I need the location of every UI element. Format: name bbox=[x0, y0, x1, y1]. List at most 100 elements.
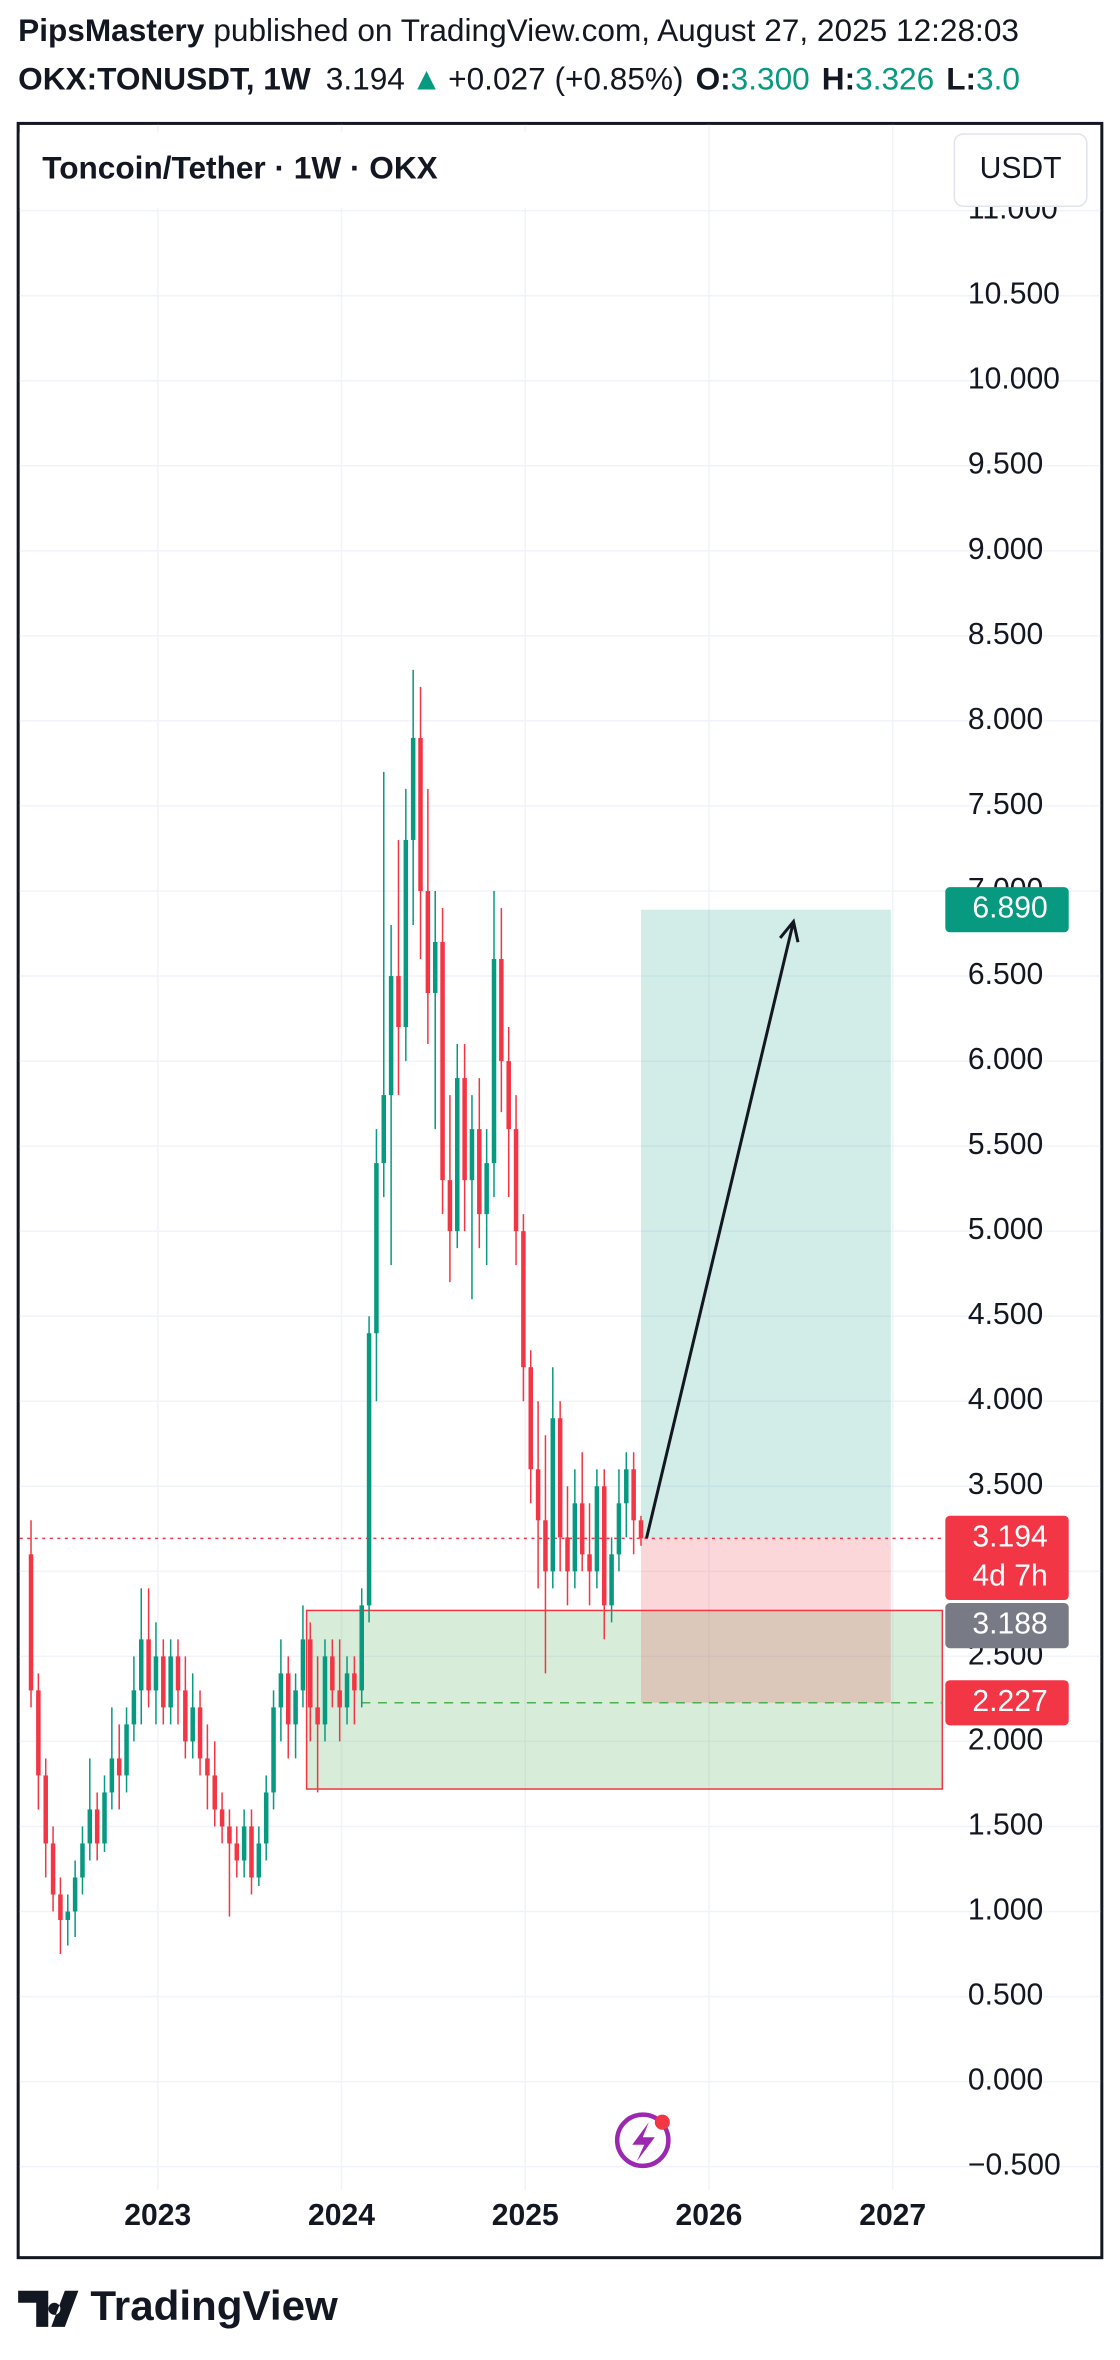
candle-body bbox=[381, 1095, 387, 1164]
candle-body bbox=[344, 1673, 350, 1708]
candle-body bbox=[455, 1078, 460, 1232]
price-label-box bbox=[945, 1603, 1069, 1649]
y-tick-label: 5.500 bbox=[968, 1128, 1043, 1161]
y-tick-label: 1.000 bbox=[968, 1893, 1043, 1926]
candle-body bbox=[638, 1520, 644, 1539]
candle-body bbox=[631, 1469, 636, 1521]
candle-body bbox=[535, 1469, 541, 1521]
icon-bolt bbox=[632, 2122, 655, 2162]
x-tick-label: 2025 bbox=[492, 2199, 559, 2232]
symbol: OKX:TONUSDT, 1W bbox=[18, 61, 311, 97]
candle-body bbox=[572, 1503, 578, 1572]
candle-body bbox=[94, 1809, 100, 1844]
candle-body bbox=[256, 1843, 262, 1878]
candle-body bbox=[366, 1333, 372, 1606]
candle-body bbox=[102, 1792, 107, 1844]
candle-body bbox=[550, 1418, 556, 1572]
price-labels: 6.890 3.194 4d 7h 3.188 2.227 bbox=[945, 887, 1069, 1726]
candle-body bbox=[352, 1673, 357, 1691]
candle-body bbox=[565, 1537, 570, 1572]
y-tick-label: 10.000 bbox=[968, 363, 1060, 396]
published: published on TradingView.com, August 27,… bbox=[213, 12, 1019, 48]
candle-body bbox=[58, 1894, 63, 1920]
up-arrow: ▲ bbox=[411, 61, 442, 97]
y-tick-label: 10.500 bbox=[968, 278, 1060, 311]
candle-body bbox=[234, 1843, 240, 1861]
candle-body bbox=[219, 1809, 225, 1827]
grid bbox=[19, 124, 1101, 2190]
price-label-box bbox=[945, 1680, 1069, 1726]
price-label: 3.188 bbox=[972, 1608, 1047, 1641]
candle-body bbox=[587, 1554, 592, 1572]
loss-zone bbox=[640, 1538, 891, 1703]
candle-body bbox=[403, 839, 409, 1028]
candle-body bbox=[506, 1061, 511, 1130]
candle-body bbox=[491, 959, 497, 1164]
candle-body bbox=[36, 1690, 41, 1776]
candle-body bbox=[116, 1758, 122, 1776]
candle-body bbox=[624, 1469, 629, 1504]
y-tick-label: 3.500 bbox=[968, 1468, 1043, 1501]
candle-body bbox=[388, 976, 394, 1096]
chart-title: Toncoin/Tether · 1W · OKX bbox=[42, 149, 438, 185]
chart-frame bbox=[16, 121, 1104, 2260]
price-label-box bbox=[945, 887, 1069, 933]
candle-body bbox=[190, 1707, 195, 1742]
price-label: 6.890 bbox=[972, 892, 1047, 925]
last-price: 3.194 bbox=[326, 61, 405, 97]
candle-body bbox=[425, 890, 431, 994]
high-value: 3.326 bbox=[855, 61, 934, 97]
candle-body bbox=[168, 1656, 173, 1708]
candle-body bbox=[175, 1656, 181, 1691]
candle-body bbox=[315, 1707, 320, 1725]
candle-body bbox=[484, 1163, 489, 1215]
candle-body bbox=[308, 1639, 313, 1708]
candle-body bbox=[212, 1775, 218, 1810]
candle-body bbox=[293, 1690, 298, 1725]
y-tick-label: 1.500 bbox=[968, 1808, 1043, 1841]
candle-body bbox=[249, 1826, 254, 1878]
candle-body bbox=[499, 959, 504, 1062]
candle-body bbox=[227, 1826, 232, 1844]
y-tick-label: 0.500 bbox=[968, 1978, 1043, 2011]
title-backdrop bbox=[19, 132, 652, 208]
candle-body bbox=[109, 1758, 115, 1793]
bar-countdown: 4d 7h bbox=[972, 1559, 1047, 1592]
candle-body bbox=[462, 1078, 467, 1181]
candle-body bbox=[205, 1758, 210, 1776]
y-tick-label: 6.000 bbox=[968, 1043, 1043, 1076]
currency-button[interactable] bbox=[953, 133, 1088, 207]
candle-body bbox=[359, 1605, 364, 1691]
y-tick-label: 4.500 bbox=[968, 1298, 1043, 1331]
candle-body bbox=[594, 1486, 600, 1572]
open-value: 3.300 bbox=[731, 61, 810, 97]
low-label: L: bbox=[946, 61, 976, 97]
candle-body bbox=[432, 942, 438, 994]
high-label: H: bbox=[822, 61, 855, 97]
tradingview-logo: TradingView bbox=[18, 2282, 338, 2329]
y-tick-label: 9.000 bbox=[968, 533, 1043, 566]
candle-body bbox=[410, 737, 416, 840]
price-label: 2.227 bbox=[972, 1685, 1047, 1718]
candle-body bbox=[374, 1163, 379, 1334]
lightning-icon bbox=[614, 2112, 671, 2169]
arrow-head bbox=[778, 918, 800, 943]
candle-body bbox=[528, 1367, 534, 1470]
candle-body bbox=[43, 1775, 48, 1844]
y-tick-label: 6.500 bbox=[968, 958, 1043, 991]
candle-body bbox=[50, 1843, 56, 1895]
icon-dot bbox=[654, 2114, 670, 2130]
support-zone bbox=[305, 1609, 944, 1790]
price-label-box bbox=[945, 1515, 1069, 1601]
icon-ring bbox=[614, 2112, 671, 2169]
candle-body bbox=[271, 1707, 276, 1793]
candle-body bbox=[131, 1690, 137, 1725]
candle-body bbox=[139, 1639, 144, 1691]
candle-body bbox=[557, 1418, 563, 1538]
candle-body bbox=[601, 1486, 607, 1606]
candle-body bbox=[72, 1877, 78, 1912]
candle-body bbox=[477, 1129, 482, 1215]
x-tick-label: 2024 bbox=[308, 2199, 375, 2232]
